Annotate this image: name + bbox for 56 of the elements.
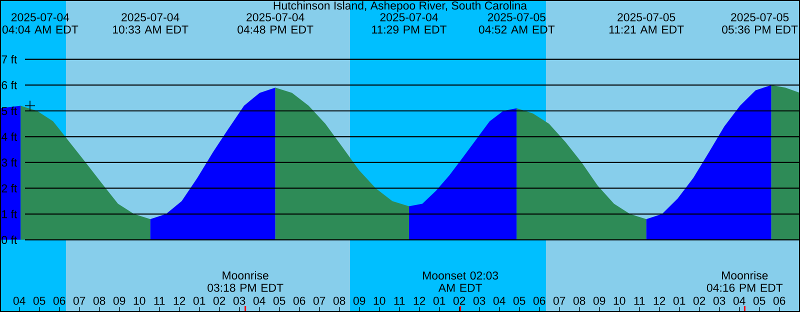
x-tick-label: 01 [673, 296, 686, 305]
x-tick-label: 12 [414, 296, 426, 305]
x-tick-label: 11 [394, 296, 405, 305]
x-tick-label: 06 [293, 296, 306, 305]
x-tick-label: 02 [693, 296, 706, 305]
annotation: 2025-07-05 04:52 AM EDT [478, 13, 555, 34]
x-tick-label: 09 [113, 296, 126, 305]
x-tick-label: 10 [134, 296, 146, 305]
x-tick-label: 06 [53, 296, 66, 305]
x-tick-label: 02 [453, 296, 466, 305]
x-tick-label: 05 [273, 296, 286, 305]
x-tick-label: 12 [654, 296, 666, 305]
x-tick-label: 10 [614, 296, 626, 305]
x-tick-label: 07 [313, 296, 326, 305]
annotation: 2025-07-04 04:48 PM EDT [238, 13, 314, 34]
annotation: 2025-07-04 11:29 PM EDT [372, 13, 447, 34]
x-tick-label: 01 [193, 296, 206, 305]
y-tick-label: 7 ft [2, 55, 18, 64]
ref-line-label: Moonrise 04:16 PM EDT [706, 271, 783, 292]
y-tick-label: 2 ft [2, 184, 18, 192]
y-tick-label: 6 ft [2, 80, 18, 90]
chart-title: Hutchinson Island, Ashepoo River, South Carolina [274, 1, 528, 12]
x-tick-label: 03 [713, 296, 726, 305]
x-tick-label: 03 [233, 296, 246, 305]
y-tick-label: 3 ft [2, 158, 18, 167]
x-tick-label: 08 [573, 296, 586, 305]
annotation: 2025-07-04 10:33 AM EDT [113, 13, 188, 34]
annotation: 2025-07-05 05:36 PM EDT [722, 13, 798, 34]
x-tick-label: 08 [333, 296, 346, 305]
x-tick-label: 10 [374, 296, 386, 305]
ref-line-label: Moonrise 03:18 PM EDT [208, 271, 284, 292]
x-tick-label: 12 [174, 296, 186, 305]
x-tick-label: 06 [773, 296, 786, 305]
x-tick-label: 02 [213, 296, 226, 305]
x-tick-label: 09 [353, 296, 366, 305]
x-tick-label: 06 [533, 296, 546, 305]
x-tick-label: 04 [493, 296, 506, 305]
x-tick-label: 07 [553, 296, 566, 305]
y-tick-label: 4 ft [1, 132, 18, 141]
x-tick-label: 05 [753, 296, 766, 305]
ref-line-label: Moonset 02:03 AM EDT [423, 271, 498, 292]
annotation: 2025-07-05 11:21 AM EDT [609, 13, 684, 34]
x-tick-label: 04 [733, 296, 746, 305]
x-tick-label: 04 [13, 296, 26, 305]
x-tick-label: 03 [473, 296, 486, 305]
x-tick-label: 11 [154, 296, 165, 305]
x-tick-label: 11 [634, 296, 645, 305]
x-tick-label: 05 [33, 296, 46, 305]
y-tick-label: 5 ft [2, 106, 18, 116]
y-tick-label: 1 ft [2, 210, 18, 218]
x-tick-label: 05 [513, 296, 526, 305]
x-tick-label: 04 [253, 296, 266, 305]
x-tick-label: 07 [73, 296, 86, 305]
x-tick-label: 08 [93, 296, 106, 305]
x-tick-label: 01 [433, 296, 446, 305]
x-tick-label: 09 [593, 296, 606, 305]
